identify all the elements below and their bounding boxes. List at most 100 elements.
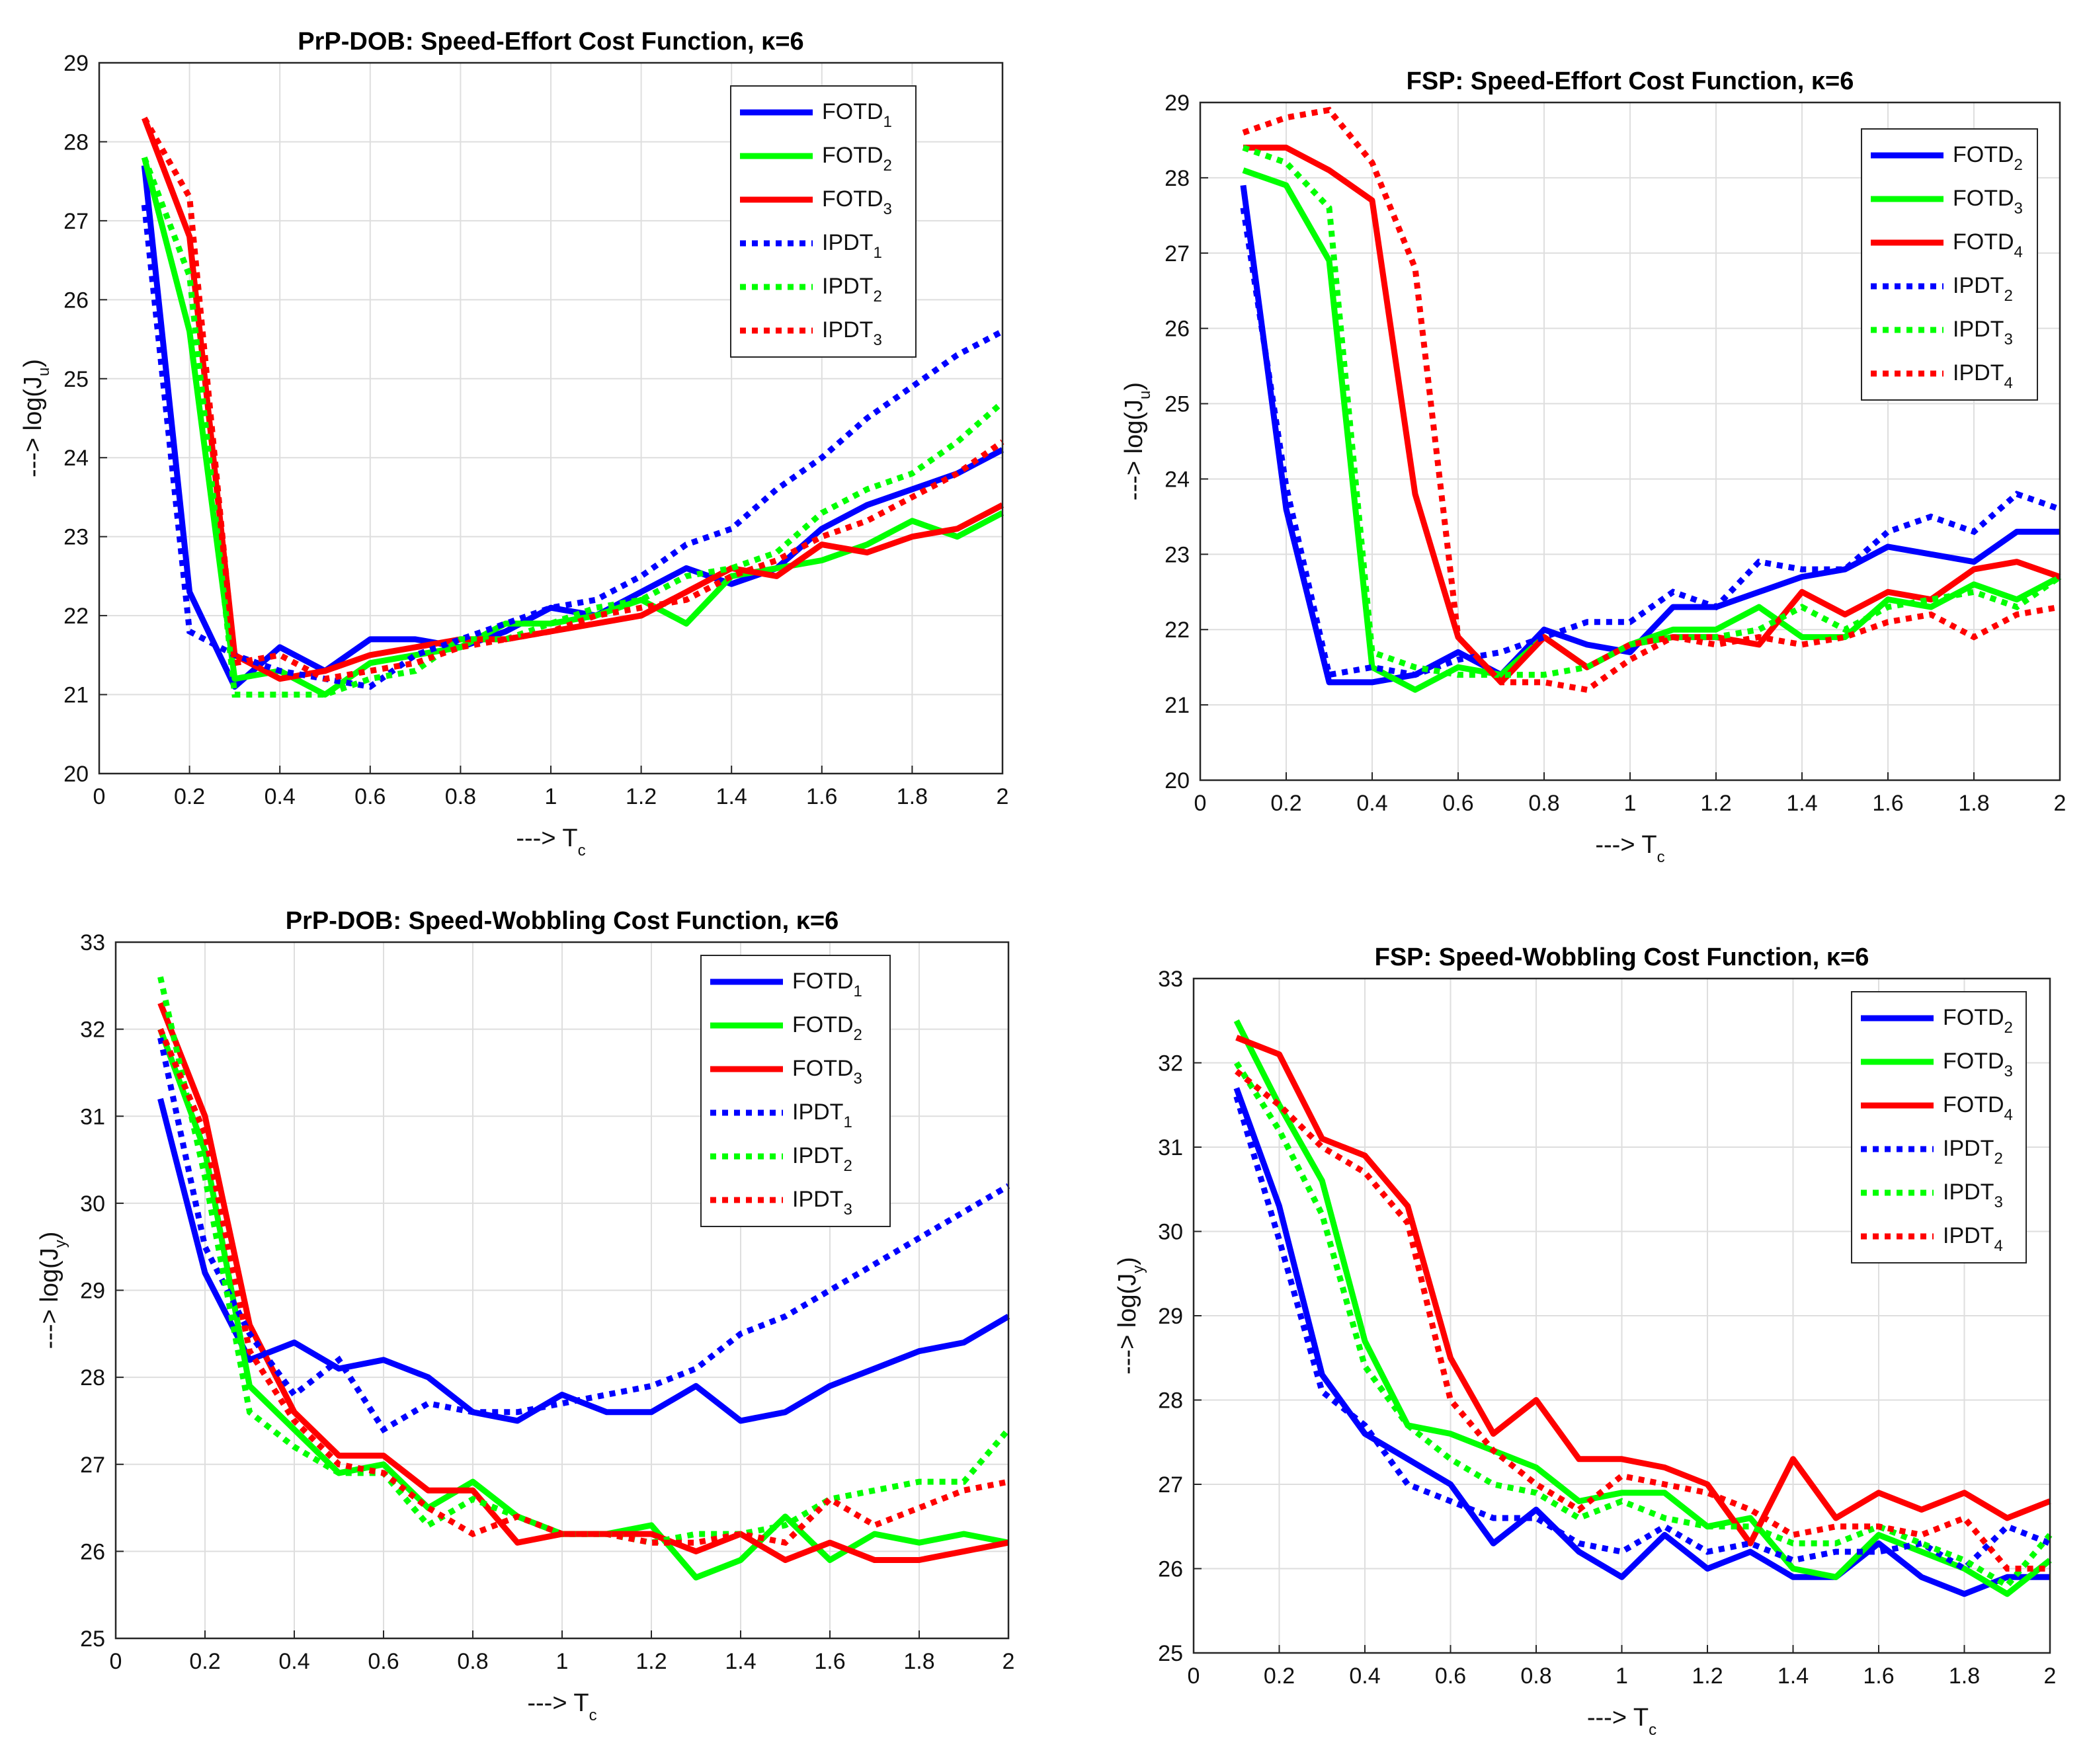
x-tick-label: 2 [2054,791,2067,816]
y-tick-label: 22 [1165,618,1190,643]
x-axis-label: ---> Tc [1587,1704,1657,1739]
y-tick-label: 22 [63,604,89,629]
x-tick-label: 0 [93,784,106,809]
chart-fsp-wobble: 0 0.2 0.4 0.6 0.8 1 1.2 1.4 1.6 1.8 2 25 26 27 28 29 30 3… [1114,943,2056,1739]
x-tick-label: 0.6 [1435,1664,1466,1689]
x-tick-label: 1.2 [1700,791,1731,816]
y-tick-label: 26 [63,288,89,313]
series-line-fotd3 [1233,1019,2052,1597]
legend-label-fotd3: FOTD3 [1953,186,2023,218]
legend-label-ipdt3: IPDT3 [822,317,882,349]
series-group [1240,106,2062,694]
x-tick-label: 1.2 [635,1649,667,1674]
y-tick-label: 20 [63,762,89,787]
chart-fsp-effort: 0 0.2 0.4 0.6 0.8 1 1.2 1.4 1.6 1.8 2 20 21 22 23 24 25 2… [1120,67,2066,866]
x-tick-label: 0 [1194,791,1207,816]
x-tick-label: 1 [1624,791,1637,816]
series-line-ipdt3 [142,116,1004,682]
legend-label-fotd2: FOTD2 [1943,1005,2013,1037]
series-line-fotd4 [1235,1035,2051,1546]
x-tick-label: 1.6 [1863,1664,1894,1689]
series-line-fotd3 [142,116,1004,682]
x-tick-label: 1 [545,784,557,809]
x-tick-label: 0.4 [278,1649,309,1674]
y-tick-label: 28 [63,130,89,155]
legend-label-fotd4: FOTD4 [1953,229,2023,261]
series-line-ipdt4 [1235,1068,2050,1572]
y-tick-label: 21 [1165,693,1190,718]
legend-label-fotd1: FOTD1 [792,969,862,1000]
x-tick-label: 1.4 [1786,791,1817,816]
x-tick-label: 1.8 [1958,791,1989,816]
legend-label-fotd2: FOTD2 [792,1012,862,1044]
legend-label-fotd2: FOTD2 [1953,142,2023,174]
legend-label-fotd2: FOTD2 [822,143,892,175]
y-tick-label: 28 [1165,166,1190,191]
y-tick-label: 28 [80,1365,105,1390]
legend-label-fotd3: FOTD3 [792,1056,862,1088]
x-tick-label: 0.4 [265,784,296,809]
legend: FOTD2 FOTD3 FOTD4 IPDT2 IPDT3 IPDT4 [1861,128,2038,401]
series-line-ipdt2 [1240,207,2061,678]
x-tick-label: 1.4 [725,1649,756,1674]
series-line-ipdt1 [141,204,1004,690]
legend-label-ipdt1: IPDT1 [822,230,882,262]
legend-label-ipdt3: IPDT3 [792,1187,852,1219]
tick-labels: 0 0.2 0.4 0.6 0.8 1 1.2 1.4 1.6 1.8 2 20 21 22 23 24 25 2… [63,51,1008,809]
x-tick-label: 2 [2044,1664,2057,1689]
y-tick-label: 23 [1165,542,1190,567]
series-group [141,116,1004,698]
x-tick-label: 0.8 [1528,791,1559,816]
y-tick-label: 27 [1165,241,1190,266]
x-tick-label: 1.6 [814,1649,845,1674]
x-tick-label: 0.8 [1520,1664,1551,1689]
legend-box [1861,128,2038,401]
y-tick-label: 26 [1165,317,1190,342]
series-line-fotd2 [1240,184,2060,686]
x-tick-label: 0.8 [445,784,476,809]
y-axis-label: ---> log(Jy) [36,1232,69,1349]
y-tick-label: 25 [1158,1641,1183,1666]
x-tick-label: 1.8 [897,784,928,809]
x-tick-label: 0.2 [174,784,205,809]
x-tick-label: 1.2 [626,784,657,809]
legend-label-ipdt3: IPDT3 [1943,1180,2003,1211]
y-tick-label: 29 [1165,91,1190,116]
x-axis-label: ---> Tc [527,1689,596,1724]
legend-label-ipdt3: IPDT3 [1953,317,2013,348]
y-axis-label: ---> log(Jy) [1114,1257,1147,1375]
x-tick-label: 0.4 [1356,791,1387,816]
y-tick-label: 26 [1158,1557,1183,1582]
y-tick-label: 29 [80,1279,105,1304]
y-tick-label: 26 [80,1539,105,1564]
x-tick-label: 0 [1188,1664,1200,1689]
y-tick-label: 24 [1165,467,1190,492]
x-tick-label: 0.8 [457,1649,488,1674]
x-tick-label: 1.4 [716,784,747,809]
legend-label-ipdt1: IPDT1 [792,1100,852,1131]
y-tick-label: 25 [1165,392,1190,417]
x-tick-label: 2 [997,784,1009,809]
legend-label-fotd1: FOTD1 [822,99,892,131]
y-tick-label: 30 [1158,1220,1183,1245]
x-tick-label: 2 [1003,1649,1015,1674]
y-tick-label: 32 [1158,1051,1183,1076]
chart-prp-effort: 0 0.2 0.4 0.6 0.8 1 1.2 1.4 1.6 1.8 2 20 21 22 23 24 25 2… [19,28,1008,860]
legend-label-fotd3: FOTD3 [1943,1049,2013,1080]
y-axis-label: ---> log(Ju) [1120,382,1154,501]
x-tick-label: 1 [1616,1664,1628,1689]
legend: FOTD1 FOTD2 FOTD3 IPDT1 IPDT2 IPDT3 [700,955,891,1227]
legend: FOTD1 FOTD2 FOTD3 IPDT1 IPDT2 IPDT3 [730,85,917,358]
x-tick-label: 1.8 [1949,1664,1980,1689]
x-tick-label: 1.2 [1692,1664,1723,1689]
chart-title: FSP: Speed-Effort Cost Function, κ=6 [1407,67,1854,95]
x-axis-label: ---> Tc [1595,831,1664,866]
legend-label-ipdt2: IPDT2 [822,274,882,305]
y-tick-label: 23 [63,525,89,550]
series-line-ipdt1 [157,1037,1010,1434]
y-tick-label: 25 [63,367,89,392]
legend-label-ipdt4: IPDT4 [1943,1223,2003,1255]
series-line-ipdt3 [1242,145,2062,678]
x-tick-label: 0.2 [1270,791,1301,816]
y-tick-label: 29 [63,51,89,76]
